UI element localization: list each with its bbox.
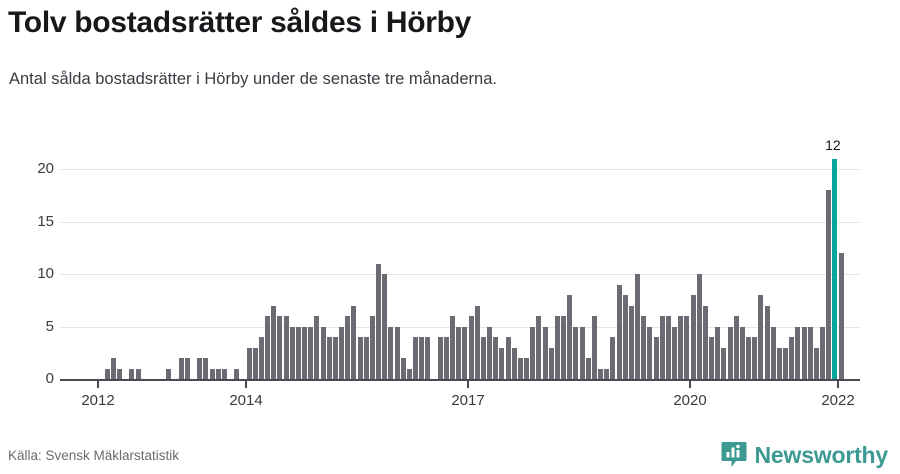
newsworthy-logo[interactable]: Newsworthy <box>721 440 888 470</box>
logo-wordmark: Newsworthy <box>754 441 889 468</box>
gridline <box>60 326 860 328</box>
gridline <box>60 221 860 223</box>
x-axis-tick-mark <box>467 381 469 388</box>
bar-chart: 0 5 10 15 20 <box>0 150 900 415</box>
x-axis-tick-label: 2022 <box>821 392 855 409</box>
x-axis-tick-label: 2014 <box>229 392 263 409</box>
page-title: Tolv bostadsrätter såldes i Hörby <box>8 6 472 39</box>
x-axis-tick-mark <box>837 381 839 388</box>
x-axis-tick-mark <box>689 381 691 388</box>
x-axis-tick-mark <box>97 381 99 388</box>
y-axis-tick-label: 10 <box>37 265 54 282</box>
y-axis-tick-label: 15 <box>37 212 54 230</box>
x-axis-tick-label: 2020 <box>673 392 707 409</box>
gridline <box>60 274 860 275</box>
page-subtitle: Antal sålda bostadsrätter i Hörby under … <box>9 70 497 88</box>
source-note: Källa: Svensk Mäklarstatistik <box>8 448 180 463</box>
y-axis-tick-label: 0 <box>45 370 54 387</box>
x-axis-line <box>60 379 860 381</box>
x-axis-tick-label: 2017 <box>451 392 485 409</box>
plot-area: 0 5 10 15 20 <box>37 160 860 387</box>
y-axis-tick-label: 5 <box>45 317 54 335</box>
x-axis-tick-label: 2012 <box>81 392 115 409</box>
x-axis-tick-mark <box>245 381 247 388</box>
bar-chart-speech-bubble-icon <box>721 442 747 467</box>
gridline <box>60 169 860 170</box>
y-axis-tick-label: 20 <box>37 160 54 177</box>
